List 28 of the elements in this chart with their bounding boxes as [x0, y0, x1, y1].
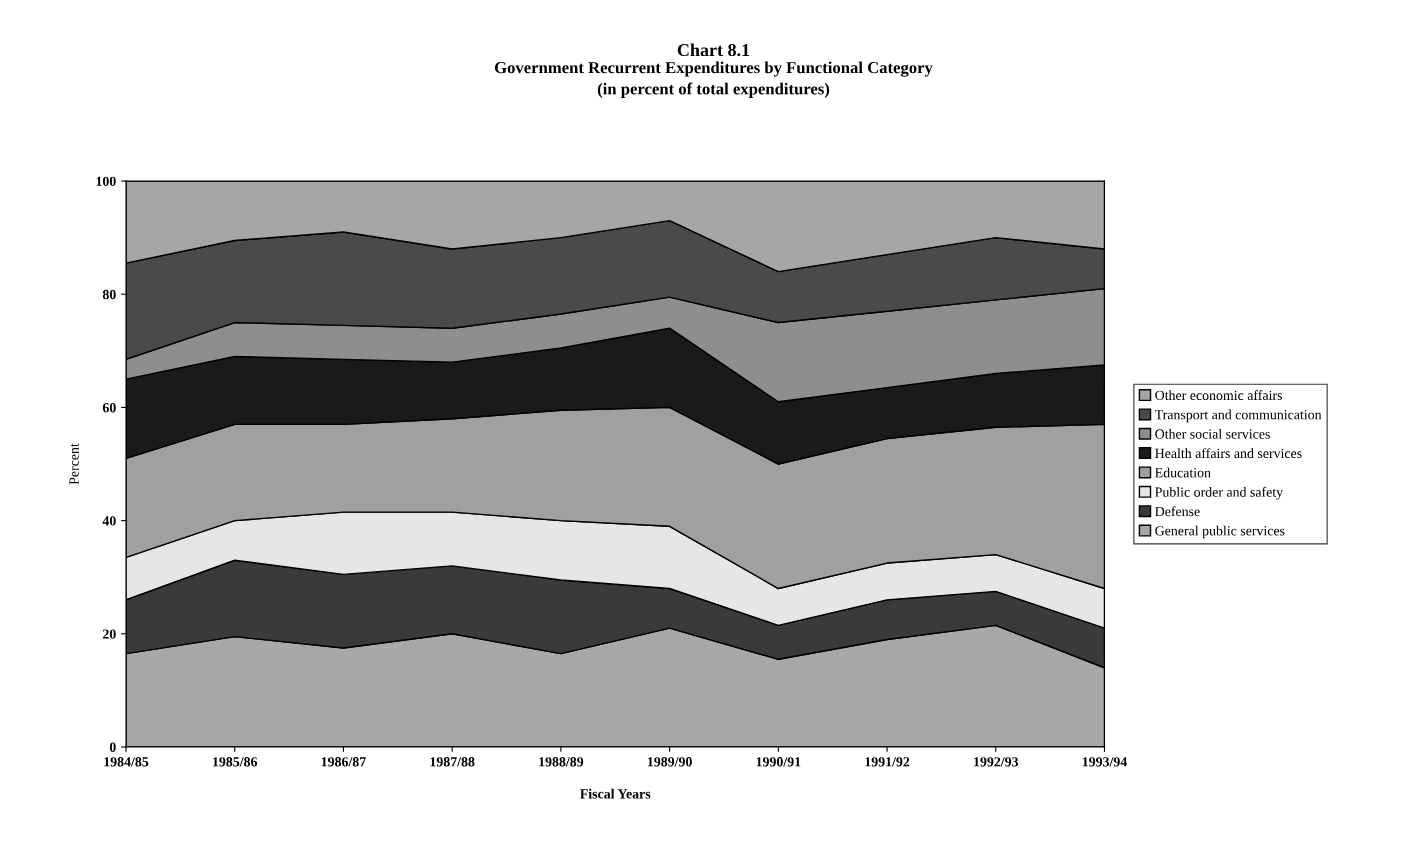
legend-label: Transport and communication [1154, 409, 1322, 423]
legend-label: Other social services [1155, 428, 1270, 439]
x-axis-title: Fiscal Years [580, 788, 651, 799]
legend-label: Other economic affairs [1155, 390, 1282, 401]
legend-label: Defense [1155, 506, 1200, 517]
x-tick-label: 1991/92 [865, 757, 910, 767]
x-tick-label: 1984/85 [104, 757, 149, 767]
chart-title: Chart 8.1 [677, 43, 750, 57]
legend-label: Health affairs and services [1155, 448, 1302, 459]
y-tick-label: 0 [109, 742, 116, 752]
x-tick-label: 1988/89 [539, 757, 584, 767]
legend-label: General public services [1155, 525, 1285, 539]
y-tick-label: 100 [96, 176, 116, 186]
y-tick-label: 40 [102, 516, 116, 526]
chart-subtitle: Government Recurrent Expenditures by Functional Category (in percent of total expenditures) [494, 61, 933, 98]
y-tick-label: 60 [102, 403, 116, 413]
legend-label: Education [1155, 467, 1211, 478]
y-tick-label: 20 [102, 629, 116, 639]
legend-label: Public order and safety [1155, 486, 1284, 500]
x-tick-label: 1992/93 [974, 757, 1019, 767]
x-tick-label: 1993/94 [1082, 757, 1127, 767]
x-tick-label: 1989/90 [647, 757, 692, 767]
x-tick-label: 1987/88 [430, 757, 475, 767]
x-tick-label: 1985/86 [213, 757, 258, 767]
x-tick-label: 1990/91 [756, 757, 801, 767]
x-tick-label: 1986/87 [321, 757, 366, 767]
y-tick-label: 80 [102, 289, 116, 300]
y-axis-title: Percent [69, 443, 79, 485]
